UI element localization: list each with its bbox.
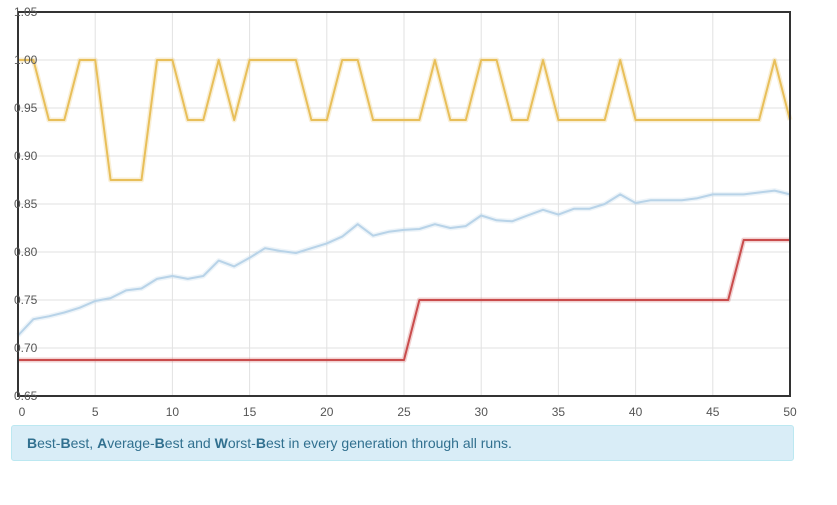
caption-bold-b1: B bbox=[27, 435, 38, 451]
y-tick-label: 1.00 bbox=[14, 53, 38, 67]
x-tick-label: 10 bbox=[166, 405, 180, 419]
y-tick-label: 0.80 bbox=[14, 245, 38, 259]
x-tick-label: 30 bbox=[475, 405, 489, 419]
series-0-line bbox=[18, 59, 791, 181]
x-tick-label: 15 bbox=[243, 405, 257, 419]
y-tick-label: 1.05 bbox=[14, 5, 38, 19]
x-tick-label: 45 bbox=[706, 405, 720, 419]
x-tick-label: 0 bbox=[19, 405, 26, 419]
x-tick-label: 35 bbox=[552, 405, 566, 419]
caption-bold-a: A bbox=[97, 435, 108, 451]
series-1-line bbox=[17, 189, 791, 337]
caption-bold-b2: B bbox=[60, 435, 71, 451]
y-tick-label: 0.70 bbox=[14, 341, 38, 355]
caption-text-6: est in every generation through all runs… bbox=[265, 435, 512, 451]
caption-text-4: est and bbox=[164, 435, 215, 451]
series-2-line bbox=[18, 239, 790, 361]
y-tick-label: 0.65 bbox=[14, 389, 38, 403]
x-tick-label: 40 bbox=[629, 405, 643, 419]
x-tick-label: 50 bbox=[783, 405, 797, 419]
caption-text-5: orst- bbox=[227, 435, 256, 451]
caption-text-2: est, bbox=[70, 435, 98, 451]
caption-bold-b3: B bbox=[154, 435, 165, 451]
x-tick-label: 5 bbox=[92, 405, 99, 419]
x-tick-label: 25 bbox=[397, 405, 411, 419]
plot-frame bbox=[17, 11, 791, 397]
y-tick-label: 0.85 bbox=[14, 197, 38, 211]
grid-lines bbox=[17, 11, 791, 397]
x-tick-label: 20 bbox=[320, 405, 334, 419]
line-chart: 0.65 0.70 0.75 0.80 0.85 0.90 0.95 1.00 1.05 0 5 1… bbox=[14, 5, 797, 419]
y-tick-label: 0.90 bbox=[14, 149, 38, 163]
caption-text-3: verage- bbox=[107, 435, 155, 451]
x-axis-tick-labels: 0 5 10 15 20 25 30 35 40 45 50 bbox=[19, 405, 797, 419]
y-tick-label: 0.75 bbox=[14, 293, 38, 307]
chart-caption: Best-Best, Average-Best and Worst-Best i… bbox=[11, 425, 794, 461]
series-lines bbox=[16, 57, 793, 363]
y-tick-label: 0.95 bbox=[14, 101, 38, 115]
caption-bold-w: W bbox=[214, 435, 228, 451]
caption-text-1: est- bbox=[37, 435, 61, 451]
y-axis-tick-labels: 0.65 0.70 0.75 0.80 0.85 0.90 0.95 1.00 1.05 bbox=[14, 5, 38, 403]
caption-bold-b4: B bbox=[255, 435, 266, 451]
